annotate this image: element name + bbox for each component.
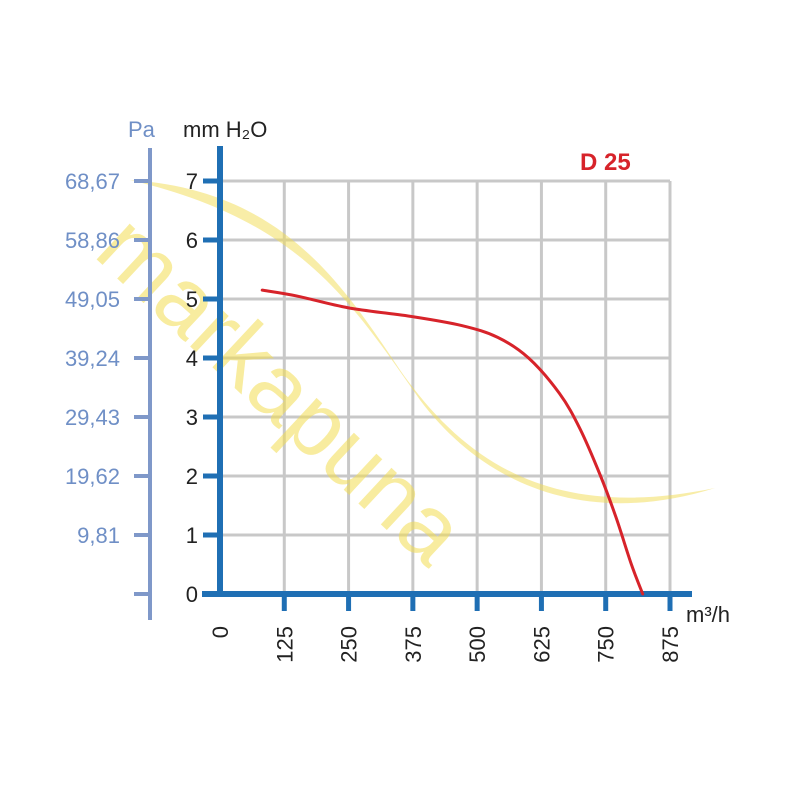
pa-axis-label: Pa	[128, 117, 156, 142]
y-tick-label: 2	[186, 464, 198, 489]
x-tick-label: 750	[594, 626, 619, 663]
x-tick-label: 625	[529, 626, 554, 663]
y-tick-label: 6	[186, 228, 198, 253]
pa-tick-label: 68,67	[65, 169, 120, 194]
y-tick-label: 7	[186, 169, 198, 194]
labels: 0 1 2 3 4 5 6 7 0 125 250 375 500 625 750 875 9,81 19,62 2…	[65, 169, 683, 663]
pa-tick-label: 49,05	[65, 287, 120, 312]
pa-tick-label: 19,62	[65, 464, 120, 489]
x-tick-label: 125	[272, 626, 297, 663]
y-tick-label: 0	[186, 582, 198, 607]
y-axis-label: mm H₂O	[183, 117, 267, 142]
x-axis-label: m³/h	[686, 602, 730, 627]
pa-tick-label: 39,24	[65, 346, 120, 371]
grid	[220, 179, 672, 594]
x-tick-label: 250	[337, 626, 362, 663]
y-tick-label: 1	[186, 523, 198, 548]
series-layer	[260, 288, 645, 596]
pa-tick-label: 29,43	[65, 405, 120, 430]
chart-title: D 25	[580, 149, 631, 176]
series-line	[260, 288, 645, 596]
y-tick-label: 4	[186, 346, 198, 371]
x-tick-label: 375	[401, 626, 426, 663]
x-tick-label: 875	[658, 626, 683, 663]
watermark-text: markapuna	[78, 195, 485, 584]
y-tick-label: 3	[186, 405, 198, 430]
x-tick-label: 0	[208, 626, 233, 638]
pa-tick-label: 9,81	[77, 523, 120, 548]
pa-tick-label: 58,86	[65, 228, 120, 253]
x-tick-label: 500	[465, 626, 490, 663]
axes	[134, 146, 692, 620]
y-tick-label: 5	[186, 287, 198, 312]
